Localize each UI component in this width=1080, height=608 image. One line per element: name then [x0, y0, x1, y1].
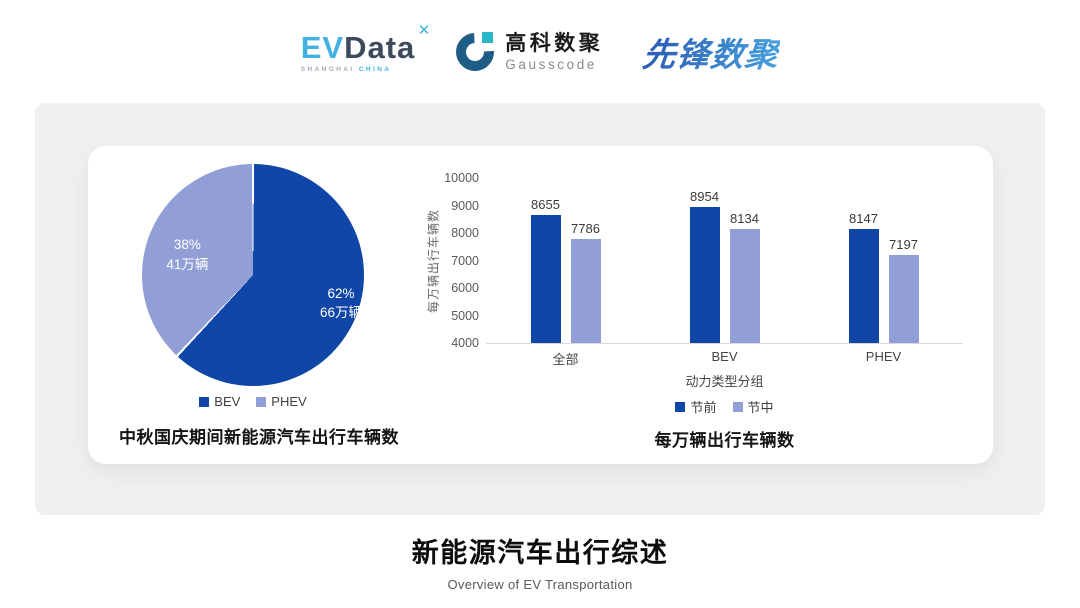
bar-legend-item-pre: 节前 [675, 397, 717, 416]
bar [689, 206, 720, 343]
gausscode-text: 高科数聚 Gausscode [505, 32, 603, 71]
pie-label-bev: 62% 66万辆 [320, 284, 362, 323]
bar-value-label: 8147 [849, 211, 878, 226]
footer: 新能源汽车出行综述 Overview of EV Transportation [0, 531, 1080, 592]
bar-legend-item-mid: 节中 [732, 397, 774, 416]
evdata-text-data: Data [344, 29, 416, 65]
bar-column: 8134 [729, 178, 760, 343]
bar-group: 8954 8134 BEV [689, 178, 760, 368]
pie-legend-swatch-phev [256, 396, 267, 407]
category-label: BEV [711, 349, 738, 364]
bar-column: 8655 [530, 178, 561, 343]
bar-plot: 8655 7786 全部 8954 8134 BEV 8147 7197 PHEV [486, 178, 963, 368]
bar-legend-swatch-pre [675, 401, 686, 412]
pie-legend-label-phev: PHEV [271, 394, 307, 409]
bar-group: 8147 7197 PHEV [848, 178, 919, 368]
pie-legend: BEV PHEV [199, 394, 307, 409]
evdata-text-ev: EV [300, 29, 345, 65]
bar [570, 238, 601, 343]
evdata-subtext: SHANGHAI CHINA [301, 66, 392, 73]
category-label: PHEV [865, 349, 902, 364]
bar-column: 7197 [888, 178, 919, 343]
bars-row: 8655 7786 [530, 178, 601, 343]
pie-chart-title: 中秋国庆期间新能源汽车出行车辆数 [119, 428, 399, 447]
evdata-logo: EVData ✕ SHANGHAI CHINA [300, 23, 431, 73]
y-tick-label: 6000 [451, 281, 479, 295]
gausscode-ring-icon [448, 25, 503, 79]
bar-x-axis-label: 动力类型分组 [685, 374, 764, 389]
bar-column: 8147 [848, 178, 879, 343]
bar-legend-label-mid: 节中 [747, 400, 774, 415]
pie-label-line: 66万辆 [319, 305, 362, 321]
gausscode-square-icon [482, 32, 494, 43]
bar-value-label: 8655 [531, 197, 560, 212]
y-tick-label: 4000 [451, 336, 479, 350]
y-tick-label: 10000 [444, 171, 479, 185]
evdata-star-icon: ✕ [417, 21, 432, 39]
category-label: 全部 [552, 352, 579, 367]
gausscode-en-name: Gausscode [505, 56, 597, 72]
y-tick-label: 7000 [451, 253, 479, 268]
pioneer-logo: 先锋数聚 [641, 28, 782, 76]
y-tick-label: 5000 [451, 308, 479, 323]
page-title: 新能源汽车出行综述 [411, 538, 669, 568]
gausscode-g-icon [448, 25, 503, 79]
pie-legend-label-bev: BEV [214, 394, 241, 409]
pie-legend-swatch-bev [199, 396, 210, 407]
bars-row: 8147 7197 [848, 178, 919, 343]
bar-y-axis-ticks: 10000 9000 8000 7000 6000 5000 4000 [442, 171, 486, 350]
charts-panel: 38% 41万辆 62% 66万辆 BEV PHEV 中秋国庆期间新能源汽车出行车辆… [35, 103, 1045, 515]
pie-label-phev: 38% 41万辆 [166, 235, 208, 274]
pie-chart [142, 164, 364, 386]
bar [848, 229, 879, 343]
y-tick-label: 8000 [451, 226, 479, 240]
pie-chart-section: 38% 41万辆 62% 66万辆 BEV PHEV 中秋国庆期间新能源汽车出行车辆… [88, 146, 418, 464]
bar-value-label: 7197 [889, 237, 918, 253]
pioneer-wordmark: 先锋数聚 [641, 28, 782, 76]
bar-column: 8954 [689, 178, 720, 343]
gausscode-cn-name: 高科数聚 [505, 32, 604, 56]
pie-legend-item-phev: PHEV [256, 394, 307, 409]
evdata-subtext-china: CHINA [358, 65, 392, 73]
y-tick-label: 9000 [451, 198, 479, 213]
bars-row: 8954 8134 [689, 178, 760, 343]
bar-legend: 节前 节中 [486, 397, 963, 416]
page-subtitle: Overview of EV Transportation [447, 577, 633, 592]
pie-legend-item-bev: BEV [199, 394, 240, 409]
bar [530, 215, 561, 343]
logo-bar: EVData ✕ SHANGHAI CHINA 高科数聚 Gausscode 先… [0, 20, 1080, 84]
charts-card: 38% 41万辆 62% 66万辆 BEV PHEV 中秋国庆期间新能源汽车出行车辆… [88, 146, 993, 464]
pie-label-line: 41万辆 [166, 256, 209, 272]
bar-chart-section: 每万辆出行车辆数 10000 9000 8000 7000 6000 5000 4000 8… [418, 146, 993, 464]
evdata-wordmark: EVData ✕ [300, 23, 431, 65]
pie-chart-wrap: 38% 41万辆 62% 66万辆 [142, 164, 364, 386]
bar [888, 255, 919, 343]
bar-y-axis-label-wrap: 每万辆出行车辆数 [424, 178, 442, 343]
bar-value-label: 7786 [571, 220, 600, 236]
bar-y-axis-label: 每万辆出行车辆数 [426, 208, 441, 313]
bar-legend-label-pre: 节前 [690, 400, 717, 415]
bar-value-label: 8134 [730, 211, 759, 227]
bar-group: 8655 7786 全部 [530, 178, 601, 368]
evdata-subtext-shanghai: SHANGHAI [300, 65, 355, 73]
bar-value-label: 8954 [690, 188, 719, 204]
bar-column: 7786 [570, 178, 601, 343]
bar-baseline [486, 343, 963, 344]
bar [729, 229, 760, 343]
pie-label-line: 38% [173, 237, 201, 253]
bar-chart-area: 每万辆出行车辆数 10000 9000 8000 7000 6000 5000 4000 8… [424, 171, 963, 368]
bar-legend-swatch-mid [732, 401, 743, 412]
pie-label-line: 62% [327, 285, 355, 301]
bar-chart-title: 每万辆出行车辆数 [654, 431, 795, 450]
gausscode-logo: 高科数聚 Gausscode [448, 25, 603, 79]
